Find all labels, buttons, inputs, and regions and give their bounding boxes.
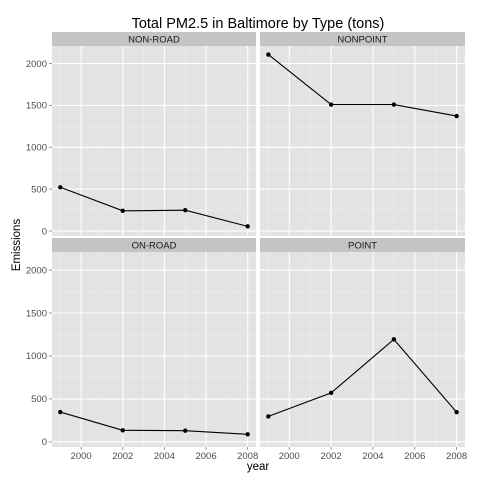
x-axis-title: year bbox=[247, 461, 270, 473]
facet-strip-label: NONPOINT bbox=[337, 35, 387, 46]
y-tick-label: 1000 bbox=[26, 143, 47, 154]
data-point bbox=[58, 409, 63, 415]
data-point bbox=[183, 428, 188, 433]
y-tick-label: 0 bbox=[42, 437, 47, 448]
x-tick-label: 2006 bbox=[404, 451, 425, 462]
y-tick-label: 1500 bbox=[26, 101, 47, 112]
data-point bbox=[120, 208, 125, 214]
x-tick-label: 2004 bbox=[362, 451, 383, 462]
data-point bbox=[328, 390, 334, 396]
facet-nonpoint: NONPOINT bbox=[260, 32, 465, 236]
x-tick-label: 2002 bbox=[112, 451, 133, 462]
facet-panel-background bbox=[260, 46, 465, 236]
data-point bbox=[328, 102, 334, 107]
y-tick-label: 2000 bbox=[26, 265, 47, 276]
data-point bbox=[391, 102, 397, 107]
facet-panels: NON-ROAD NONPOINT ON-ROAD POINT bbox=[52, 32, 465, 447]
series-line-non-road bbox=[60, 186, 248, 227]
series-line-nonpoint bbox=[268, 54, 457, 117]
facet-strip bbox=[260, 32, 465, 46]
x-tick-label: 2008 bbox=[237, 451, 258, 462]
y-axis-title: Emissions bbox=[11, 219, 23, 272]
x-tick-label: 2006 bbox=[195, 451, 216, 462]
chart-title: Total PM2.5 in Baltimore by Type (tons) bbox=[132, 16, 385, 32]
series-line-point bbox=[268, 338, 458, 417]
facet-strip bbox=[52, 238, 256, 252]
x-tick-label: 2000 bbox=[279, 451, 300, 462]
data-point bbox=[454, 113, 459, 119]
data-point bbox=[58, 185, 63, 190]
facet-strip bbox=[260, 238, 465, 252]
x-axes: 2000 2002 2004 2006 2008 2000 2002 2004 2006 2008 bbox=[71, 447, 467, 462]
y-tick-label: 500 bbox=[31, 184, 47, 195]
y-tick-label: 0 bbox=[42, 226, 47, 237]
y-tick-label: 1500 bbox=[26, 308, 47, 319]
facet-non-road: NON-ROAD bbox=[52, 32, 256, 236]
facet-panel-background bbox=[52, 252, 256, 447]
facet-panel-background bbox=[52, 46, 256, 236]
data-point bbox=[454, 410, 459, 415]
y-tick-label: 500 bbox=[31, 394, 47, 405]
data-point bbox=[245, 224, 250, 229]
facet-strip-label: ON-ROAD bbox=[132, 241, 177, 252]
facet-on-road: ON-ROAD bbox=[52, 238, 256, 447]
facet-strip bbox=[52, 32, 256, 46]
y-tick-label: 1000 bbox=[26, 351, 47, 362]
data-point bbox=[266, 414, 271, 419]
facet-strip-label: POINT bbox=[348, 241, 377, 252]
data-point bbox=[245, 432, 250, 437]
y-axes: 0 500 1000 1500 2000 0 500 1000 1500 2000 bbox=[26, 59, 52, 448]
y-tick-label: 2000 bbox=[26, 59, 47, 70]
data-point bbox=[391, 337, 397, 342]
x-tick-label: 2002 bbox=[321, 451, 342, 462]
x-tick-label: 2004 bbox=[154, 451, 175, 462]
data-point bbox=[120, 428, 125, 433]
data-point bbox=[183, 208, 188, 213]
facet-point: POINT bbox=[260, 238, 465, 447]
facet-strip-label: NON-ROAD bbox=[128, 35, 180, 46]
data-point bbox=[266, 52, 271, 57]
x-tick-label: 2000 bbox=[71, 451, 92, 462]
series-line-on-road bbox=[60, 411, 248, 435]
facet-panel-background bbox=[260, 252, 465, 447]
x-tick-label: 2008 bbox=[446, 451, 467, 462]
